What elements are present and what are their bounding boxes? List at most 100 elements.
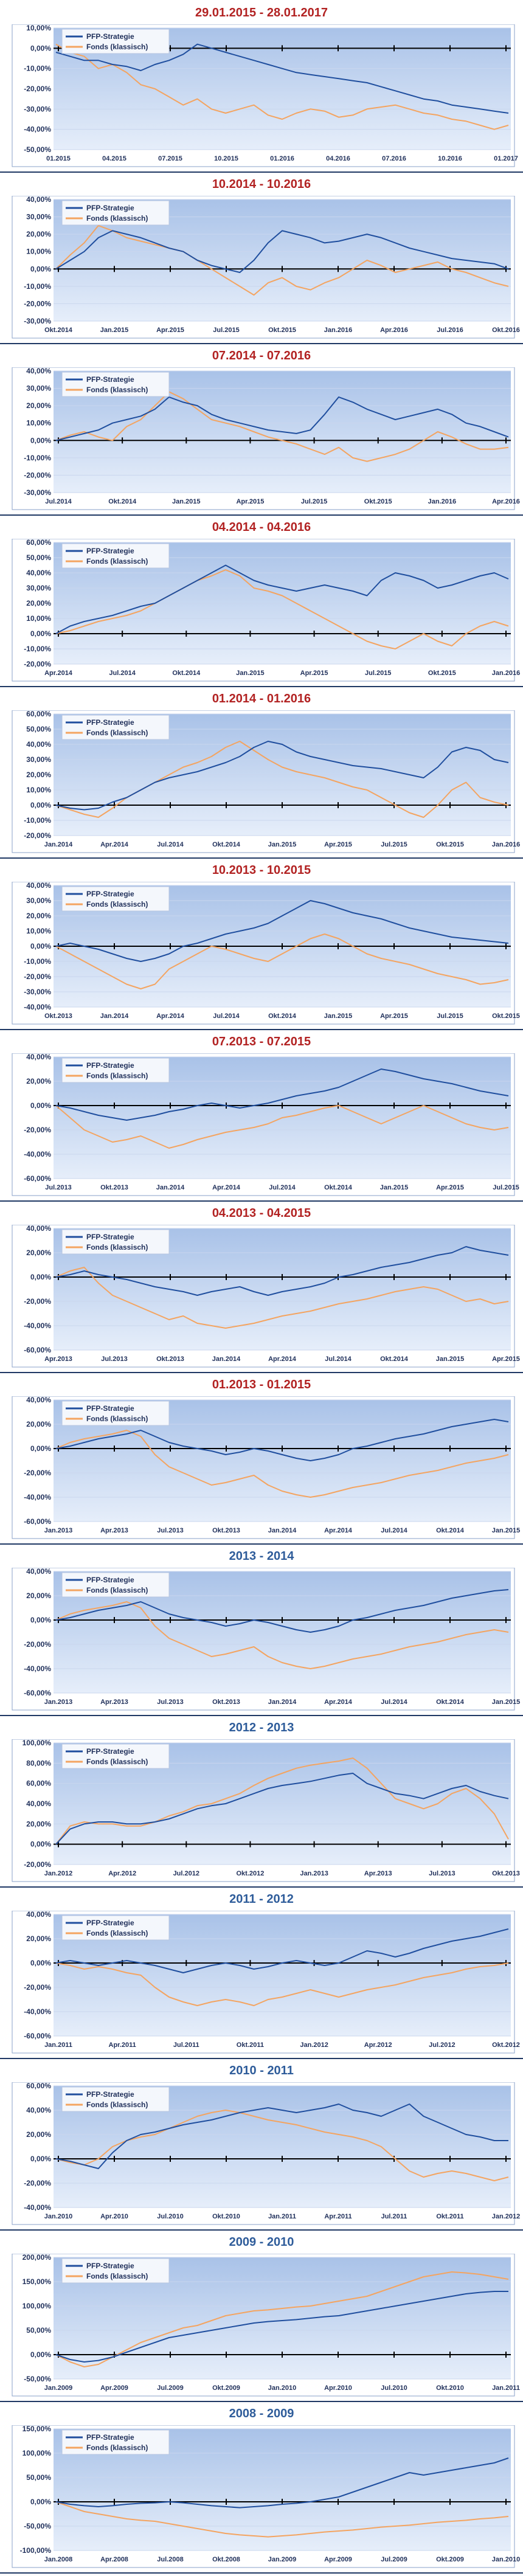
legend-label-strategy: PFP-Strategie [86,1233,134,1241]
legend-box [61,1572,170,1598]
x-tick-label: Okt.2014 [436,1698,465,1706]
y-tick-label: 0,00% [30,1616,51,1624]
chart-panel: 2008 - 2009 150,00% 100,00% 50,00% 0,00% -50,… [0,2405,523,2576]
chart-title: 2013 - 2014 [229,1549,294,1563]
chart-title: 04.2013 - 04.2015 [212,1207,311,1220]
x-tick-label: Jul.2010 [381,2384,407,2392]
y-tick-label: 0,00% [30,2498,51,2506]
series-line-strategy [55,1419,509,1461]
chart-title: 2008 - 2009 [229,2407,294,2420]
y-tick-label: 10,00% [26,786,51,794]
legend-label-strategy: PFP-Strategie [86,890,134,898]
y-tick-label: 40,00% [26,1396,51,1404]
y-tick-label: -20,00% [24,1640,51,1649]
x-tick-label: 01.2015 [46,155,71,162]
chart-panel: 2009 - 2010 200,00% 150,00% 100,00% 50,00% 0,… [0,2233,523,2405]
panel-separator [0,514,523,516]
y-tick-label: 0,00% [30,44,51,52]
y-tick-label: -20,00% [24,299,51,308]
x-tick-label: Jan.2016 [492,670,520,677]
x-tick-label: Okt.2011 [436,2213,463,2220]
line-chart: 40,00%20,00%0,00%-20,00%-40,00%-60,00%Ja… [12,1396,520,1539]
y-tick-label: 0,00% [30,1959,51,1967]
y-tick-label: -60,00% [24,1346,51,1354]
x-tick-label: 01.2017 [494,155,518,162]
chart-panel: 01.2014 - 01.2016 60,00% 50,00% 40,00% 30,00… [0,690,523,861]
y-tick-label: -60,00% [24,2032,51,2040]
series-line-strategy [55,564,509,634]
x-tick-label: Jan.2011 [268,2213,296,2220]
y-tick-label: 0,00% [30,629,51,638]
x-tick-label: Okt.2010 [436,2384,464,2392]
legend-label-strategy: PFP-Strategie [86,2090,134,2099]
x-tick-label: Okt.2010 [212,2213,240,2220]
y-tick-label: 40,00% [26,1225,51,1233]
y-tick-label: -10,00% [24,645,51,653]
x-tick-label: Apr.2009 [100,2384,128,2392]
chart-panel: 07.2014 - 07.2016 40,00% 30,00% 20,00% 10,00… [0,347,523,518]
y-tick-label: -60,00% [24,1689,51,1697]
legend-label-strategy: PFP-Strategie [86,1576,134,1584]
legend-label-fund: Fonds (klassisch) [86,43,148,51]
x-tick-label: 04.2016 [326,155,350,162]
x-tick-label: Jan.2015 [492,1698,520,1706]
x-tick-label: Jan.2011 [44,2041,72,2049]
x-tick-label: Apr.2015 [156,327,184,334]
x-tick-label: Apr.2015 [492,1356,520,1363]
legend-label-strategy: PFP-Strategie [86,718,134,727]
y-tick-label: 20,00% [26,2130,51,2139]
x-tick-label: Okt.2012 [492,2041,520,2049]
x-tick-label: Okt.2015 [436,841,464,848]
x-tick-label: Apr.2016 [380,327,408,334]
y-tick-label: 60,00% [26,710,51,718]
series-line-strategy [55,1068,509,1121]
x-tick-label: Jan.2014 [268,1698,297,1706]
legend-box [61,200,170,226]
chart-panel: 2011 - 2012 40,00% 20,00% 0,00% -20,00% -40,0… [0,1890,523,2062]
x-tick-label: Okt.2008 [212,2556,240,2563]
x-tick-label: Jan.2013 [44,1527,72,1534]
x-tick-label: Jul.2012 [173,1870,199,1877]
panel-separator [0,2572,523,2574]
chart-title: 01.2013 - 01.2015 [212,1378,311,1391]
x-tick-label: Apr.2014 [156,1013,185,1020]
panel-separator [0,1543,523,1545]
x-tick-label: Okt.2013 [156,1356,184,1363]
x-tick-label: Apr.2015 [436,1184,464,1191]
line-chart: 60,00% 50,00% 40,00% 30,00% 20,00% 10,00% 0,00… [12,710,520,853]
legend-label-strategy: PFP-Strategie [86,2433,134,2442]
x-tick-label: Jan.2015 [172,498,200,505]
chart-title: 01.2014 - 01.2016 [212,692,311,705]
series-line-fund [55,1962,509,2006]
y-tick-label: -30,00% [24,105,51,113]
line-chart: 60,00% 50,00% 40,00% 30,00% 20,00% 10,00% 0,00… [12,539,520,682]
legend-label-fund: Fonds (klassisch) [86,2443,148,2452]
x-tick-label: Apr.2010 [100,2213,128,2220]
legend-label-fund: Fonds (klassisch) [86,557,148,566]
series-line-strategy [55,900,509,962]
y-tick-label: -50,00% [24,145,51,154]
x-tick-label: Apr.2015 [324,841,352,848]
chart-panel: 04.2014 - 04.2016 60,00% 50,00% 40,00% 30,00… [0,518,523,690]
series-line-strategy [55,2291,508,2363]
y-tick-label: -50,00% [24,2522,51,2530]
y-tick-label: 10,00% [26,614,51,623]
x-tick-label: Apr.2016 [492,498,520,505]
panel-separator [0,171,523,173]
y-tick-label: 150,00% [23,2425,52,2433]
x-tick-label: Apr.2010 [324,2384,352,2392]
y-tick-label: -20,00% [24,1126,51,1134]
y-tick-label: 20,00% [26,230,51,238]
y-tick-label: 40,00% [26,740,51,749]
x-tick-label: Apr.2015 [236,498,264,505]
legend-label-strategy: PFP-Strategie [86,1061,134,1070]
x-tick-label: Jul.2013 [45,1184,71,1191]
legend-label-fund: Fonds (klassisch) [86,1929,148,1937]
x-tick-label: 04.2015 [102,155,126,162]
legend-box [61,1058,170,1083]
series-line-strategy [55,1773,509,1845]
